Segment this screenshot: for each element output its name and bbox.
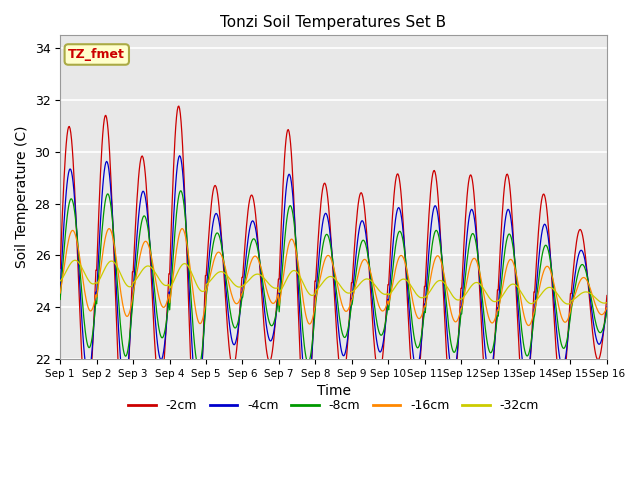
- Title: Tonzi Soil Temperatures Set B: Tonzi Soil Temperatures Set B: [221, 15, 447, 30]
- Y-axis label: Soil Temperature (C): Soil Temperature (C): [15, 126, 29, 268]
- Text: TZ_fmet: TZ_fmet: [68, 48, 125, 61]
- X-axis label: Time: Time: [317, 384, 351, 398]
- Legend: -2cm, -4cm, -8cm, -16cm, -32cm: -2cm, -4cm, -8cm, -16cm, -32cm: [123, 395, 544, 418]
